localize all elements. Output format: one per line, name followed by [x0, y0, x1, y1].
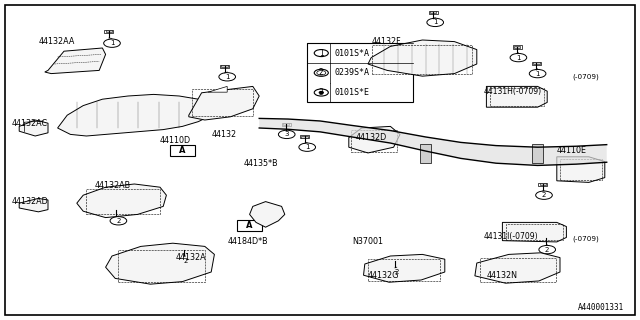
- Text: 44132AD: 44132AD: [12, 197, 48, 206]
- Bar: [420, 144, 431, 163]
- Bar: [533, 62, 540, 64]
- Polygon shape: [486, 86, 547, 107]
- Text: 0101S*E: 0101S*E: [334, 88, 369, 97]
- Bar: [368, 259, 440, 281]
- Text: 44131H(-0709): 44131H(-0709): [483, 87, 541, 96]
- Bar: [106, 30, 112, 32]
- Text: 44132AB: 44132AB: [95, 181, 131, 190]
- Text: 1: 1: [433, 20, 438, 25]
- Bar: [112, 208, 121, 212]
- Polygon shape: [19, 198, 48, 212]
- Bar: [221, 65, 228, 67]
- Bar: [104, 30, 113, 33]
- Text: 1: 1: [535, 71, 540, 76]
- Text: 1: 1: [305, 144, 310, 150]
- Bar: [237, 220, 262, 231]
- Bar: [392, 260, 398, 262]
- Text: 0101S*A: 0101S*A: [334, 49, 369, 58]
- Text: 2: 2: [116, 218, 120, 224]
- Bar: [430, 11, 436, 13]
- Bar: [543, 238, 549, 240]
- Polygon shape: [45, 48, 106, 74]
- Bar: [307, 43, 413, 102]
- Text: 2: 2: [545, 247, 549, 252]
- Text: 0239S*A: 0239S*A: [334, 68, 369, 77]
- Polygon shape: [77, 184, 166, 218]
- Bar: [541, 237, 550, 240]
- Polygon shape: [349, 126, 400, 153]
- Bar: [180, 249, 187, 251]
- Bar: [480, 258, 556, 282]
- Text: 44132AA: 44132AA: [38, 37, 75, 46]
- Bar: [351, 130, 397, 152]
- Text: 44132G: 44132G: [368, 271, 399, 280]
- Text: 1: 1: [516, 55, 521, 60]
- Bar: [506, 224, 563, 240]
- Text: 44135*B: 44135*B: [243, 159, 278, 168]
- Polygon shape: [250, 202, 285, 227]
- Bar: [429, 11, 438, 14]
- Bar: [118, 250, 205, 282]
- Text: 2: 2: [542, 192, 546, 198]
- Text: 44132D: 44132D: [355, 133, 387, 142]
- Text: 44110E: 44110E: [557, 146, 587, 155]
- Bar: [390, 260, 399, 263]
- Text: A440001331: A440001331: [578, 303, 624, 312]
- Text: 2: 2: [395, 269, 399, 275]
- Bar: [538, 183, 547, 186]
- Text: 44132: 44132: [211, 130, 236, 139]
- Text: 44132AC: 44132AC: [12, 119, 47, 128]
- Text: 3: 3: [319, 88, 324, 97]
- Text: 1: 1: [109, 40, 115, 46]
- Text: 44131I(-0709): 44131I(-0709): [483, 232, 538, 241]
- Bar: [490, 88, 544, 106]
- Text: 44132N: 44132N: [486, 271, 517, 280]
- Bar: [532, 62, 541, 65]
- Bar: [372, 45, 472, 74]
- Polygon shape: [58, 94, 211, 136]
- Text: (-0709): (-0709): [573, 74, 600, 80]
- Bar: [192, 89, 253, 116]
- Text: 44184D*B: 44184D*B: [227, 237, 268, 246]
- Polygon shape: [19, 120, 48, 136]
- Text: 1: 1: [225, 74, 230, 80]
- Text: 44132F: 44132F: [371, 37, 401, 46]
- Bar: [170, 145, 195, 156]
- Bar: [514, 46, 520, 48]
- Bar: [301, 136, 308, 138]
- Circle shape: [319, 92, 323, 93]
- Polygon shape: [364, 254, 445, 282]
- Text: N37001: N37001: [352, 237, 383, 246]
- Text: 3: 3: [284, 132, 289, 137]
- Polygon shape: [106, 243, 214, 284]
- Polygon shape: [475, 253, 560, 283]
- Polygon shape: [189, 86, 259, 120]
- Text: (-0709): (-0709): [573, 235, 600, 242]
- Text: A: A: [246, 221, 253, 230]
- Polygon shape: [259, 118, 607, 165]
- Bar: [86, 189, 160, 214]
- Bar: [560, 159, 602, 180]
- Bar: [283, 123, 289, 125]
- Bar: [532, 144, 543, 163]
- Bar: [179, 248, 188, 252]
- Text: 1: 1: [319, 49, 324, 58]
- Bar: [513, 45, 522, 49]
- Polygon shape: [368, 40, 477, 76]
- Bar: [220, 65, 229, 68]
- Bar: [300, 135, 309, 138]
- Text: 44110D: 44110D: [160, 136, 191, 145]
- Bar: [113, 209, 120, 211]
- Text: A: A: [179, 146, 186, 155]
- Text: 2: 2: [319, 68, 324, 77]
- Polygon shape: [502, 222, 566, 242]
- Polygon shape: [208, 86, 227, 92]
- Text: 44132A: 44132A: [176, 253, 207, 262]
- Bar: [282, 123, 291, 126]
- Bar: [540, 183, 546, 185]
- Polygon shape: [557, 157, 605, 182]
- Text: 2: 2: [184, 258, 188, 264]
